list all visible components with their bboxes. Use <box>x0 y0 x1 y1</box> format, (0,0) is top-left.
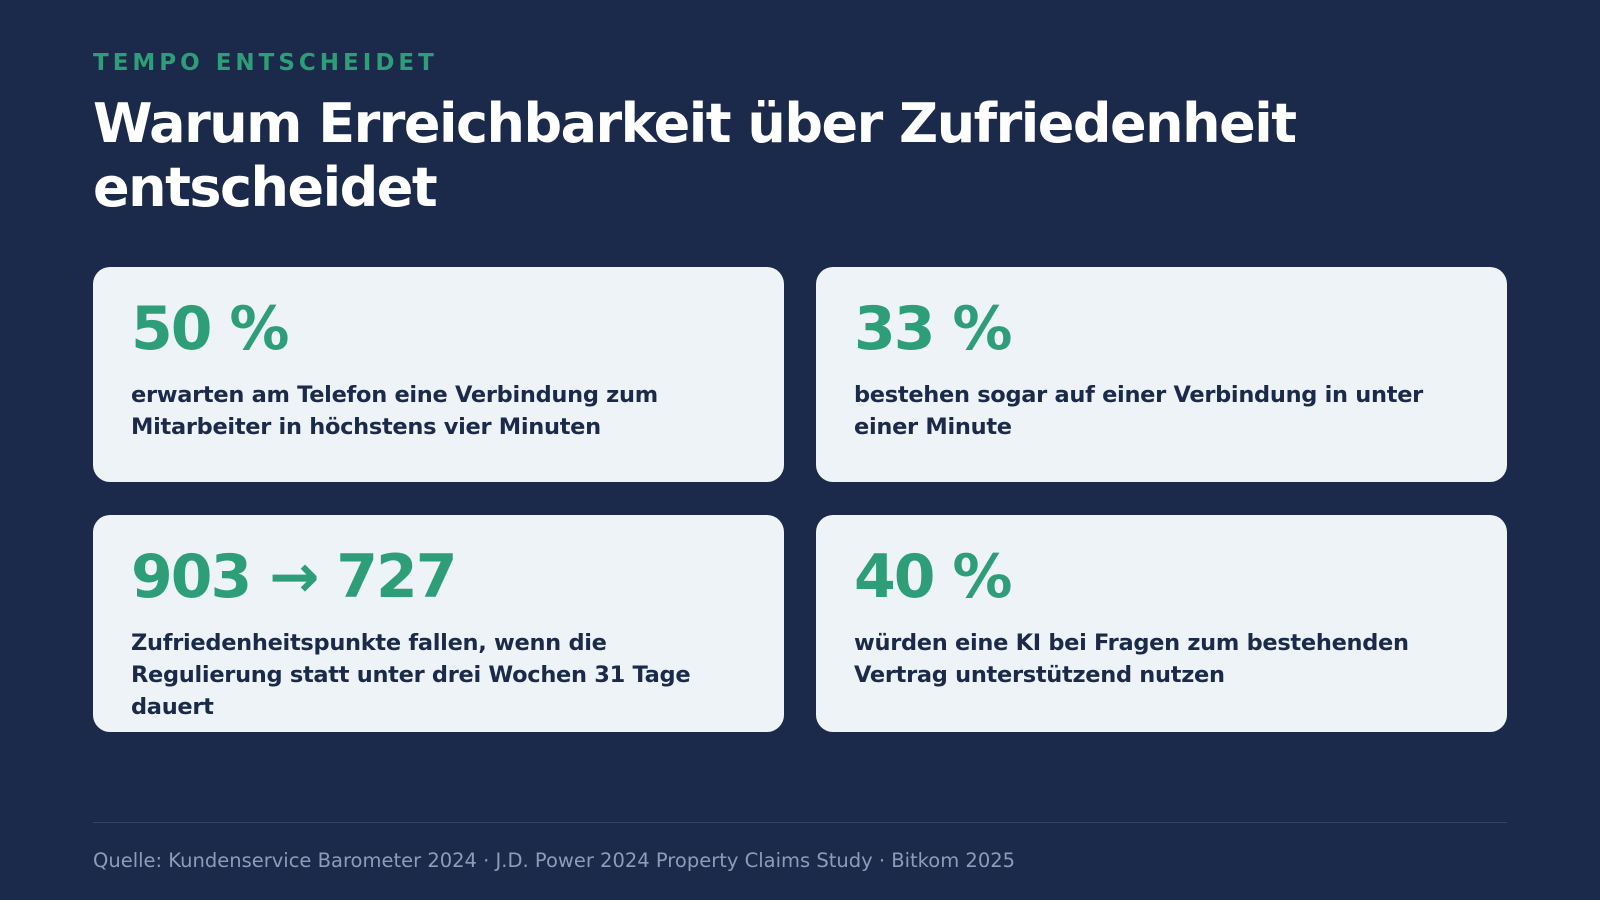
stat-value: 33 % <box>854 294 1013 364</box>
stat-description: erwarten am Telefon eine Verbindung zum … <box>131 382 658 440</box>
eyebrow-label: TEMPO ENTSCHEIDET <box>93 50 438 76</box>
slide: TEMPO ENTSCHEIDET Warum Erreichbarkeit ü… <box>93 0 1507 900</box>
stat-description: würden eine KI bei Fragen zum bestehende… <box>854 630 1409 688</box>
stat-description: bestehen sogar auf einer Verbindung in u… <box>854 382 1423 440</box>
footer-divider <box>93 822 1507 823</box>
page-title: Warum Erreichbarkeit über Zufriedenheit … <box>93 92 1297 219</box>
stat-value: 40 % <box>854 542 1013 612</box>
source-footnote: Quelle: Kundenservice Barometer 2024 · J… <box>93 849 1016 872</box>
stat-card-telefon-vier-minuten: 50 % erwarten am Telefon eine Verbindung… <box>93 267 784 482</box>
stat-card-ki-nutzung: 40 % würden eine KI bei Fragen zum beste… <box>816 515 1507 732</box>
stat-value: 903 → 727 <box>131 542 458 612</box>
stat-value: 50 % <box>131 294 290 364</box>
stat-card-zufriedenheitspunkte: 903 → 727 Zufriedenheitspunkte fallen, w… <box>93 515 784 732</box>
stats-grid: 50 % erwarten am Telefon eine Verbindung… <box>93 267 1507 732</box>
stat-card-unter-einer-minute: 33 % bestehen sogar auf einer Verbindung… <box>816 267 1507 482</box>
stat-description: Zufriedenheitspunkte fallen, wenn die Re… <box>131 630 691 720</box>
